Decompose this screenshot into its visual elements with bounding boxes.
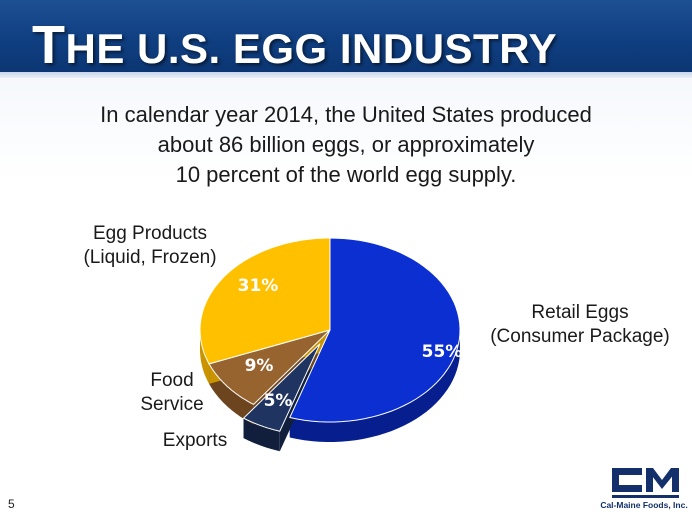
slice-value-label-2: 9% bbox=[245, 356, 274, 376]
subtitle-line-3: 10 percent of the world egg supply. bbox=[175, 162, 517, 187]
slide-title: THE U.S. EGG INDUSTRY bbox=[32, 14, 557, 76]
logo-caption: Cal-Maine Foods, Inc. bbox=[600, 500, 688, 510]
subtitle-line-2: about 86 billion eggs, or approximately bbox=[157, 132, 535, 157]
subtitle-line-1: In calendar year 2014, the United States… bbox=[100, 102, 592, 127]
slide-title-initial: T bbox=[32, 15, 66, 75]
slice-value-label-0: 55% bbox=[422, 342, 463, 362]
slice-category-label-2-0: Food bbox=[150, 370, 193, 391]
pie-slice-2 bbox=[208, 329, 331, 406]
pie-slice-side-2 bbox=[209, 363, 254, 425]
pie-slice-1 bbox=[242, 343, 321, 432]
slice-category-label-3-0: Egg Products bbox=[93, 223, 207, 244]
pie-slice-0 bbox=[289, 237, 461, 423]
slice-category-label-2-1: Service bbox=[140, 394, 203, 415]
slice-category-label-3-1: (Liquid, Frozen) bbox=[83, 247, 216, 268]
pie-slice-3 bbox=[199, 237, 331, 365]
slice-value-label-1: 5% bbox=[264, 391, 293, 411]
cal-maine-logo-icon bbox=[612, 468, 679, 498]
slice-category-label-0-1: (Consumer Package) bbox=[490, 326, 670, 347]
slice-category-label-0-0: Retail Eggs bbox=[531, 302, 628, 323]
pie-slice-side-0 bbox=[289, 333, 460, 442]
slice-category-label-1-0: Exports bbox=[163, 430, 227, 451]
title-banner: THE U.S. EGG INDUSTRY bbox=[0, 0, 692, 78]
page-number: 5 bbox=[8, 497, 15, 511]
slide-subtitle: In calendar year 2014, the United States… bbox=[40, 100, 652, 190]
slice-value-label-3: 31% bbox=[238, 276, 279, 296]
slide-title-rest: HE U.S. EGG INDUSTRY bbox=[65, 25, 558, 72]
pie-slice-side-3 bbox=[200, 331, 210, 384]
